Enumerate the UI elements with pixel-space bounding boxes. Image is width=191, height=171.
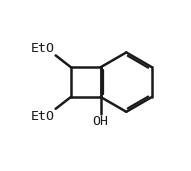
Text: EtO: EtO	[31, 42, 55, 55]
Text: EtO: EtO	[31, 110, 55, 123]
Text: OH: OH	[93, 115, 109, 128]
